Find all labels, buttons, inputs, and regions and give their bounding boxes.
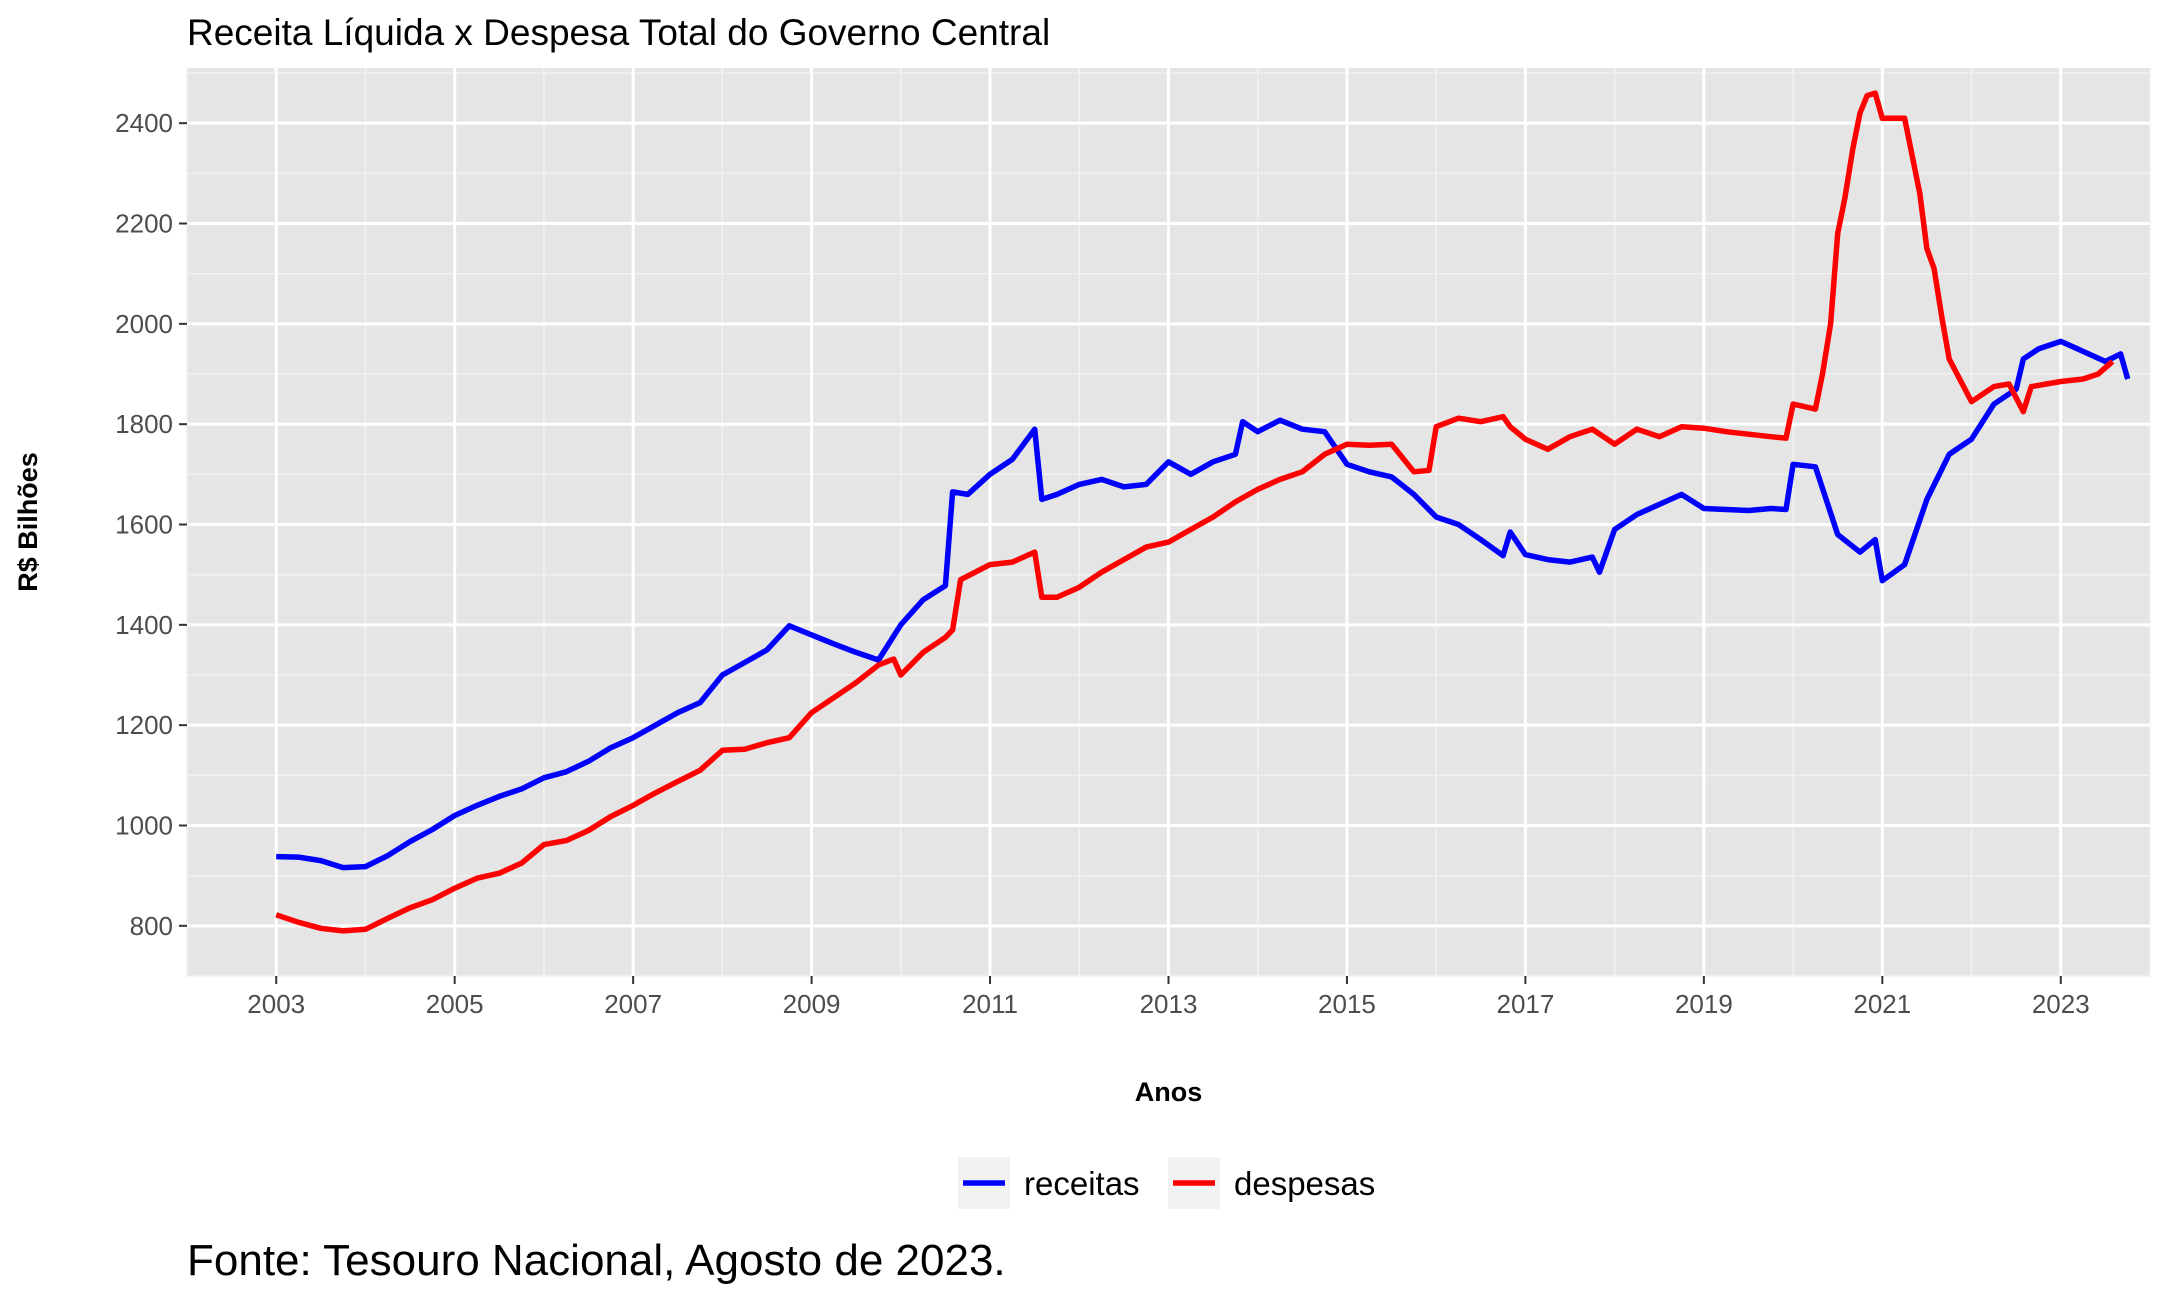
x-tick-label: 2013 — [1140, 989, 1198, 1019]
y-tick-label: 800 — [130, 911, 173, 941]
y-tick-label: 1200 — [115, 710, 173, 740]
legend-label-despesas: despesas — [1234, 1165, 1375, 1202]
x-tick-label: 2003 — [247, 989, 305, 1019]
legend: receitas despesas — [958, 1157, 1375, 1209]
series-line-receitas — [276, 338, 2131, 871]
x-tick-label: 2011 — [962, 989, 1018, 1019]
y-axis-title: R$ Bilhões — [13, 452, 43, 592]
x-tick-label: 2017 — [1496, 989, 1554, 1019]
x-tick-label: 2009 — [783, 989, 841, 1019]
y-tick-label: 2200 — [115, 209, 173, 239]
x-tick-label: 2019 — [1675, 989, 1733, 1019]
series-line-despesas — [275, 90, 2115, 934]
chart-title: Receita Líquida x Despesa Total do Gover… — [187, 12, 1050, 53]
chart-caption: Fonte: Tesouro Nacional, Agosto de 2023. — [187, 1236, 1006, 1285]
x-axis-title: Anos — [1135, 1077, 1203, 1107]
x-tick-label: 2023 — [2032, 989, 2090, 1019]
x-tick-label: 2015 — [1318, 989, 1376, 1019]
y-tick-label: 1400 — [115, 610, 173, 640]
y-tick-label: 2000 — [115, 309, 173, 339]
x-tick-label: 2021 — [1853, 989, 1911, 1019]
y-axis: 800 1000 1200 1400 1600 1800 2000 2200 2400 — [115, 108, 187, 941]
x-axis: 2003 2005 2007 2009 2011 2013 2015 2017 2019 2021… — [247, 976, 2090, 1019]
y-tick-label: 1600 — [115, 510, 173, 540]
x-tick-label: 2005 — [426, 989, 484, 1019]
y-tick-label: 1800 — [115, 409, 173, 439]
y-tick-label: 1000 — [115, 811, 173, 841]
y-tick-label: 2400 — [115, 108, 173, 138]
legend-label-receitas: receitas — [1024, 1165, 1140, 1202]
grid-major — [187, 68, 2150, 976]
series-layer — [275, 90, 2131, 934]
x-tick-label: 2007 — [604, 989, 662, 1019]
